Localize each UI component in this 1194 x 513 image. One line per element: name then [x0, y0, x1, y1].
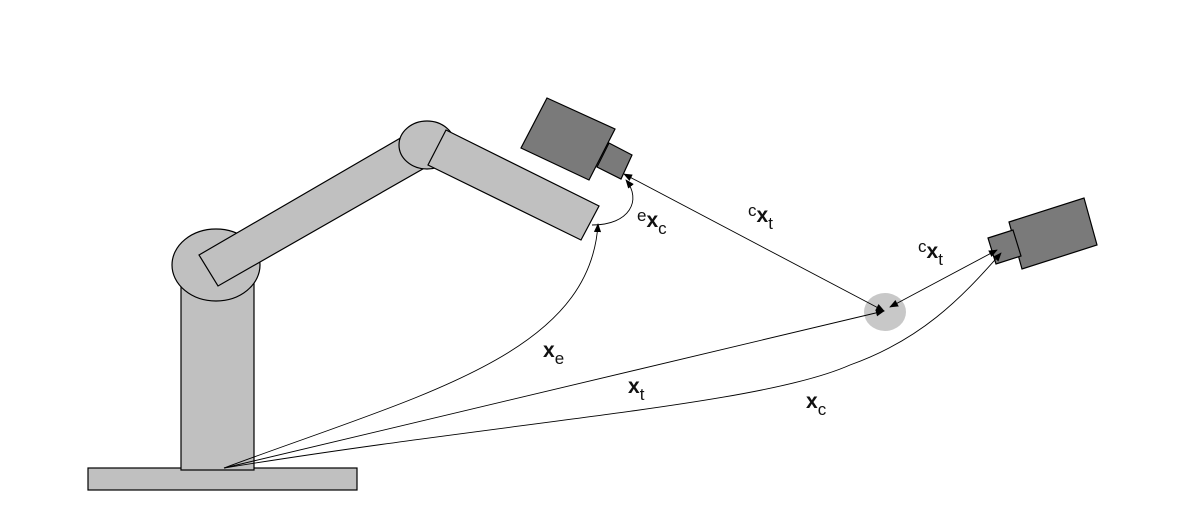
camera-body — [1008, 197, 1098, 270]
camera-body — [520, 97, 616, 181]
vector-x-t — [223, 309, 885, 469]
vector-x-c — [223, 252, 1002, 469]
label-c-x-t-fixed: cxt — [918, 237, 943, 269]
robot-upper-arm — [198, 128, 436, 287]
vector-e-x-c — [591, 179, 634, 226]
robot-column — [180, 271, 255, 471]
vector-c-x-t-fixed — [889, 249, 998, 308]
robot-arm — [87, 120, 600, 491]
eye-in-hand-camera — [520, 97, 633, 181]
camera-lens — [596, 142, 633, 180]
fixed-camera — [987, 197, 1098, 270]
label-x-t: xt — [628, 375, 645, 404]
vectors — [223, 173, 1002, 469]
label-e-x-c: exc — [637, 206, 667, 238]
vector-x-e — [223, 223, 602, 469]
label-c-x-t-eye-in-hand: cxt — [748, 201, 773, 233]
robot-forearm — [427, 129, 600, 241]
target-object — [864, 293, 906, 331]
label-x-c: xc — [806, 390, 827, 419]
label-x-e: xe — [543, 339, 564, 368]
vector-c-x-t-eye-in-hand — [623, 173, 885, 312]
robot-base-plate — [87, 467, 358, 491]
